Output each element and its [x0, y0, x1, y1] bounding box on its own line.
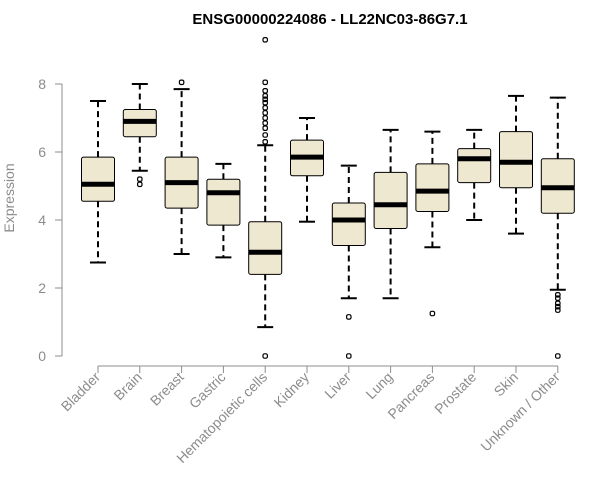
x-tick-label: Kidney [271, 369, 313, 411]
outlier-point [554, 303, 561, 310]
outlier-point [262, 353, 269, 359]
outlier-point [178, 79, 185, 86]
y-axis-ticks: 0 2 4 6 8 [38, 76, 62, 364]
y-axis-title: Expression [1, 163, 17, 232]
y-tick-label: 6 [38, 144, 46, 160]
iqr-box [373, 171, 408, 229]
outlier-point [262, 125, 269, 132]
outlier-point [554, 300, 561, 307]
box-kidney [290, 117, 324, 223]
box-liver [331, 164, 366, 359]
iqr-box [248, 221, 283, 275]
outlier-point [262, 120, 269, 126]
outlier-point [262, 139, 269, 145]
box-hematopoietic-cells [248, 36, 283, 359]
chart-title: ENSG00000224086 - LL22NC03-86G7.1 [192, 11, 467, 28]
outlier-point [262, 104, 269, 111]
box-pancreas [415, 130, 450, 317]
outlier-point [262, 87, 269, 94]
iqr-box [457, 148, 492, 184]
outlier-point [346, 353, 352, 359]
x-tick-label: Bladder [58, 369, 104, 415]
outlier-point [262, 115, 269, 121]
box-prostate [457, 128, 492, 221]
outlier-point [554, 295, 561, 302]
box-lung [373, 128, 408, 300]
outlier-point [262, 132, 269, 138]
box-series [81, 36, 575, 359]
box-brain [122, 83, 157, 188]
outlier-point [429, 310, 436, 317]
box-gastric [206, 162, 241, 259]
y-tick-label: 8 [38, 76, 46, 92]
outlier-point [262, 36, 269, 43]
x-tick-label: Prostate [431, 369, 479, 417]
x-tick-label: Breast [147, 369, 187, 409]
box-unknown-other [540, 96, 575, 359]
box-bladder [81, 100, 115, 264]
outlier-point [554, 292, 561, 298]
box-breast [164, 79, 199, 255]
outlier-point [262, 79, 269, 86]
outlier-point [262, 93, 269, 99]
outlier-point [262, 99, 269, 106]
x-tick-label: Brain [110, 369, 144, 403]
x-tick-label: Skin [491, 369, 522, 400]
box-skin [499, 94, 533, 235]
iqr-box [81, 156, 115, 202]
outlier-point [554, 353, 561, 359]
outlier-point [346, 314, 352, 320]
x-tick-label: Liver [321, 369, 354, 402]
iqr-box [415, 163, 450, 212]
outlier-point [262, 96, 269, 103]
outlier-point [262, 110, 269, 116]
outlier-point [137, 181, 143, 188]
y-tick-label: 0 [38, 348, 46, 364]
iqr-box [499, 131, 533, 189]
iqr-box [331, 202, 366, 246]
outlier-point [137, 176, 143, 183]
outlier-point [554, 307, 561, 313]
x-tick-label: Unknown / Other [477, 369, 563, 455]
y-tick-label: 2 [38, 280, 46, 296]
y-tick-label: 4 [38, 212, 46, 228]
x-tick-label: Lung [362, 369, 395, 402]
iqr-box [206, 178, 241, 226]
